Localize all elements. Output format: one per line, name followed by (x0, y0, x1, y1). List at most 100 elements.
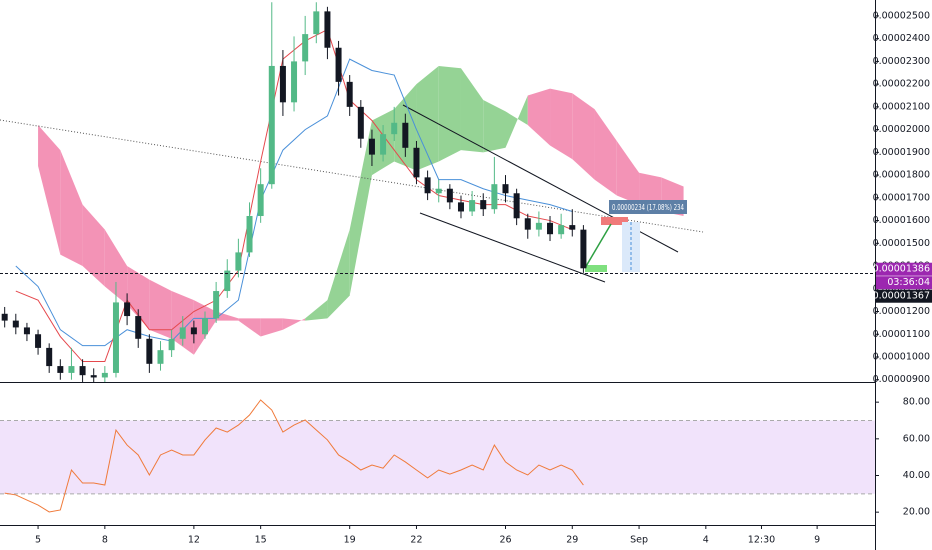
price-label: 0.00001367 (873, 291, 930, 302)
candle-body (235, 252, 242, 271)
candle-body (435, 188, 442, 194)
x-tick-label: 12:30 (748, 535, 775, 546)
countdown-box (876, 276, 932, 290)
cloud-segment (238, 318, 261, 337)
candle-body (324, 11, 331, 48)
candle-body (202, 318, 209, 335)
y-tick-label: 0.00002000 (873, 124, 930, 135)
cloud-segment (104, 229, 128, 305)
y-tick-label: 0.00001000 (873, 351, 930, 362)
candle-body (12, 320, 19, 328)
y-tick-label: 60.00 (903, 433, 930, 444)
candle-body (580, 229, 587, 269)
cloud-segment (505, 95, 528, 148)
price-label-box (876, 262, 932, 276)
candle-body (569, 225, 576, 230)
x-tick-label: 5 (35, 535, 41, 546)
candle-body (68, 366, 75, 373)
y-tick-label: 0.00001500 (873, 238, 930, 249)
y-tick-label: 0.00001800 (873, 170, 930, 181)
candle-body (291, 61, 298, 103)
cloud-segment (349, 120, 372, 296)
target-box (585, 265, 607, 272)
candle-body (424, 177, 431, 194)
candle-body (502, 184, 509, 194)
candle-body (35, 334, 42, 348)
x-tick-label: Sep (630, 535, 648, 546)
cloud-segment (527, 88, 551, 146)
candle-body (90, 375, 97, 378)
channel-lower (419, 212, 606, 283)
candle-body (268, 65, 275, 185)
y-tick-label: 0.00001700 (873, 192, 930, 203)
measure-label: 0.00000234 (17.08%) 234 (612, 203, 684, 212)
indicator-line (15, 58, 573, 347)
candle-body (413, 147, 420, 178)
x-tick-label: 8 (102, 535, 108, 546)
x-tick-label: 26 (499, 535, 511, 546)
cloud-segment (282, 318, 306, 330)
y-tick-label: 40.00 (903, 470, 930, 481)
candle-body (524, 218, 531, 230)
cloud-segment (149, 279, 172, 339)
cloud-segment (327, 229, 350, 319)
candle-body (279, 65, 286, 103)
candle-body (302, 34, 309, 62)
y-tick-label: 0.00002100 (873, 101, 930, 112)
candle-body (257, 184, 264, 217)
candle-body (213, 291, 220, 319)
y-tick-label: 0.00002200 (873, 79, 930, 90)
x-tick-label: 29 (566, 535, 578, 546)
candle-body (535, 222, 542, 230)
cloud-segment (438, 65, 461, 162)
measure-label-box (609, 200, 687, 214)
candle-body (480, 200, 487, 210)
cloud-segment (572, 93, 595, 180)
candle-body (368, 138, 375, 155)
cloud-segment (305, 300, 328, 321)
y-tick-label: 0.00001200 (873, 306, 930, 317)
x-tick-label: 4 (703, 535, 709, 546)
candle-body (124, 302, 131, 317)
annotations: 0.00000234 (17.08%) 234 0.00001386 0.0000… (609, 200, 932, 303)
candle-body (446, 188, 453, 203)
x-tick-label: 19 (344, 535, 356, 546)
x-tick-label: 12 (188, 535, 200, 546)
x-tick-label: 15 (255, 535, 267, 546)
price-label-box (876, 289, 932, 303)
cloud-segment (82, 204, 105, 287)
candle-body (469, 200, 476, 212)
cloud-segment (60, 150, 83, 267)
price-label: 0.00001386 (873, 264, 930, 275)
candle-body (380, 134, 387, 155)
cloud-segment (38, 125, 61, 255)
candle-body (46, 347, 53, 367)
y-tick-label: 0.00000900 (873, 374, 930, 385)
candle-body (457, 202, 464, 212)
y-tick-label: 0.00002300 (873, 56, 930, 67)
candle-body (57, 366, 64, 373)
candle-body (1, 313, 8, 321)
y-tick-label: 0.00001900 (873, 147, 930, 158)
cloud-segment (550, 88, 573, 160)
projection-arrow (584, 223, 612, 269)
x-tick-label: 22 (410, 535, 422, 546)
candle-body (513, 193, 520, 219)
candle-body (224, 270, 231, 292)
candle-body (246, 216, 253, 253)
candle-body (313, 11, 320, 35)
candle-body (190, 327, 197, 335)
rsi-band (0, 420, 875, 494)
y-tick-label: 0.00002500 (873, 10, 930, 21)
cloud-segment (127, 266, 150, 330)
candle-body (168, 338, 175, 351)
rsi-line (4, 399, 584, 513)
candle-body (402, 122, 409, 148)
y-tick-label: 0.00001100 (873, 329, 930, 340)
candle-body (79, 366, 86, 376)
candle-body (146, 338, 153, 364)
candle-body (101, 372, 108, 378)
cloud-segment (594, 109, 617, 196)
